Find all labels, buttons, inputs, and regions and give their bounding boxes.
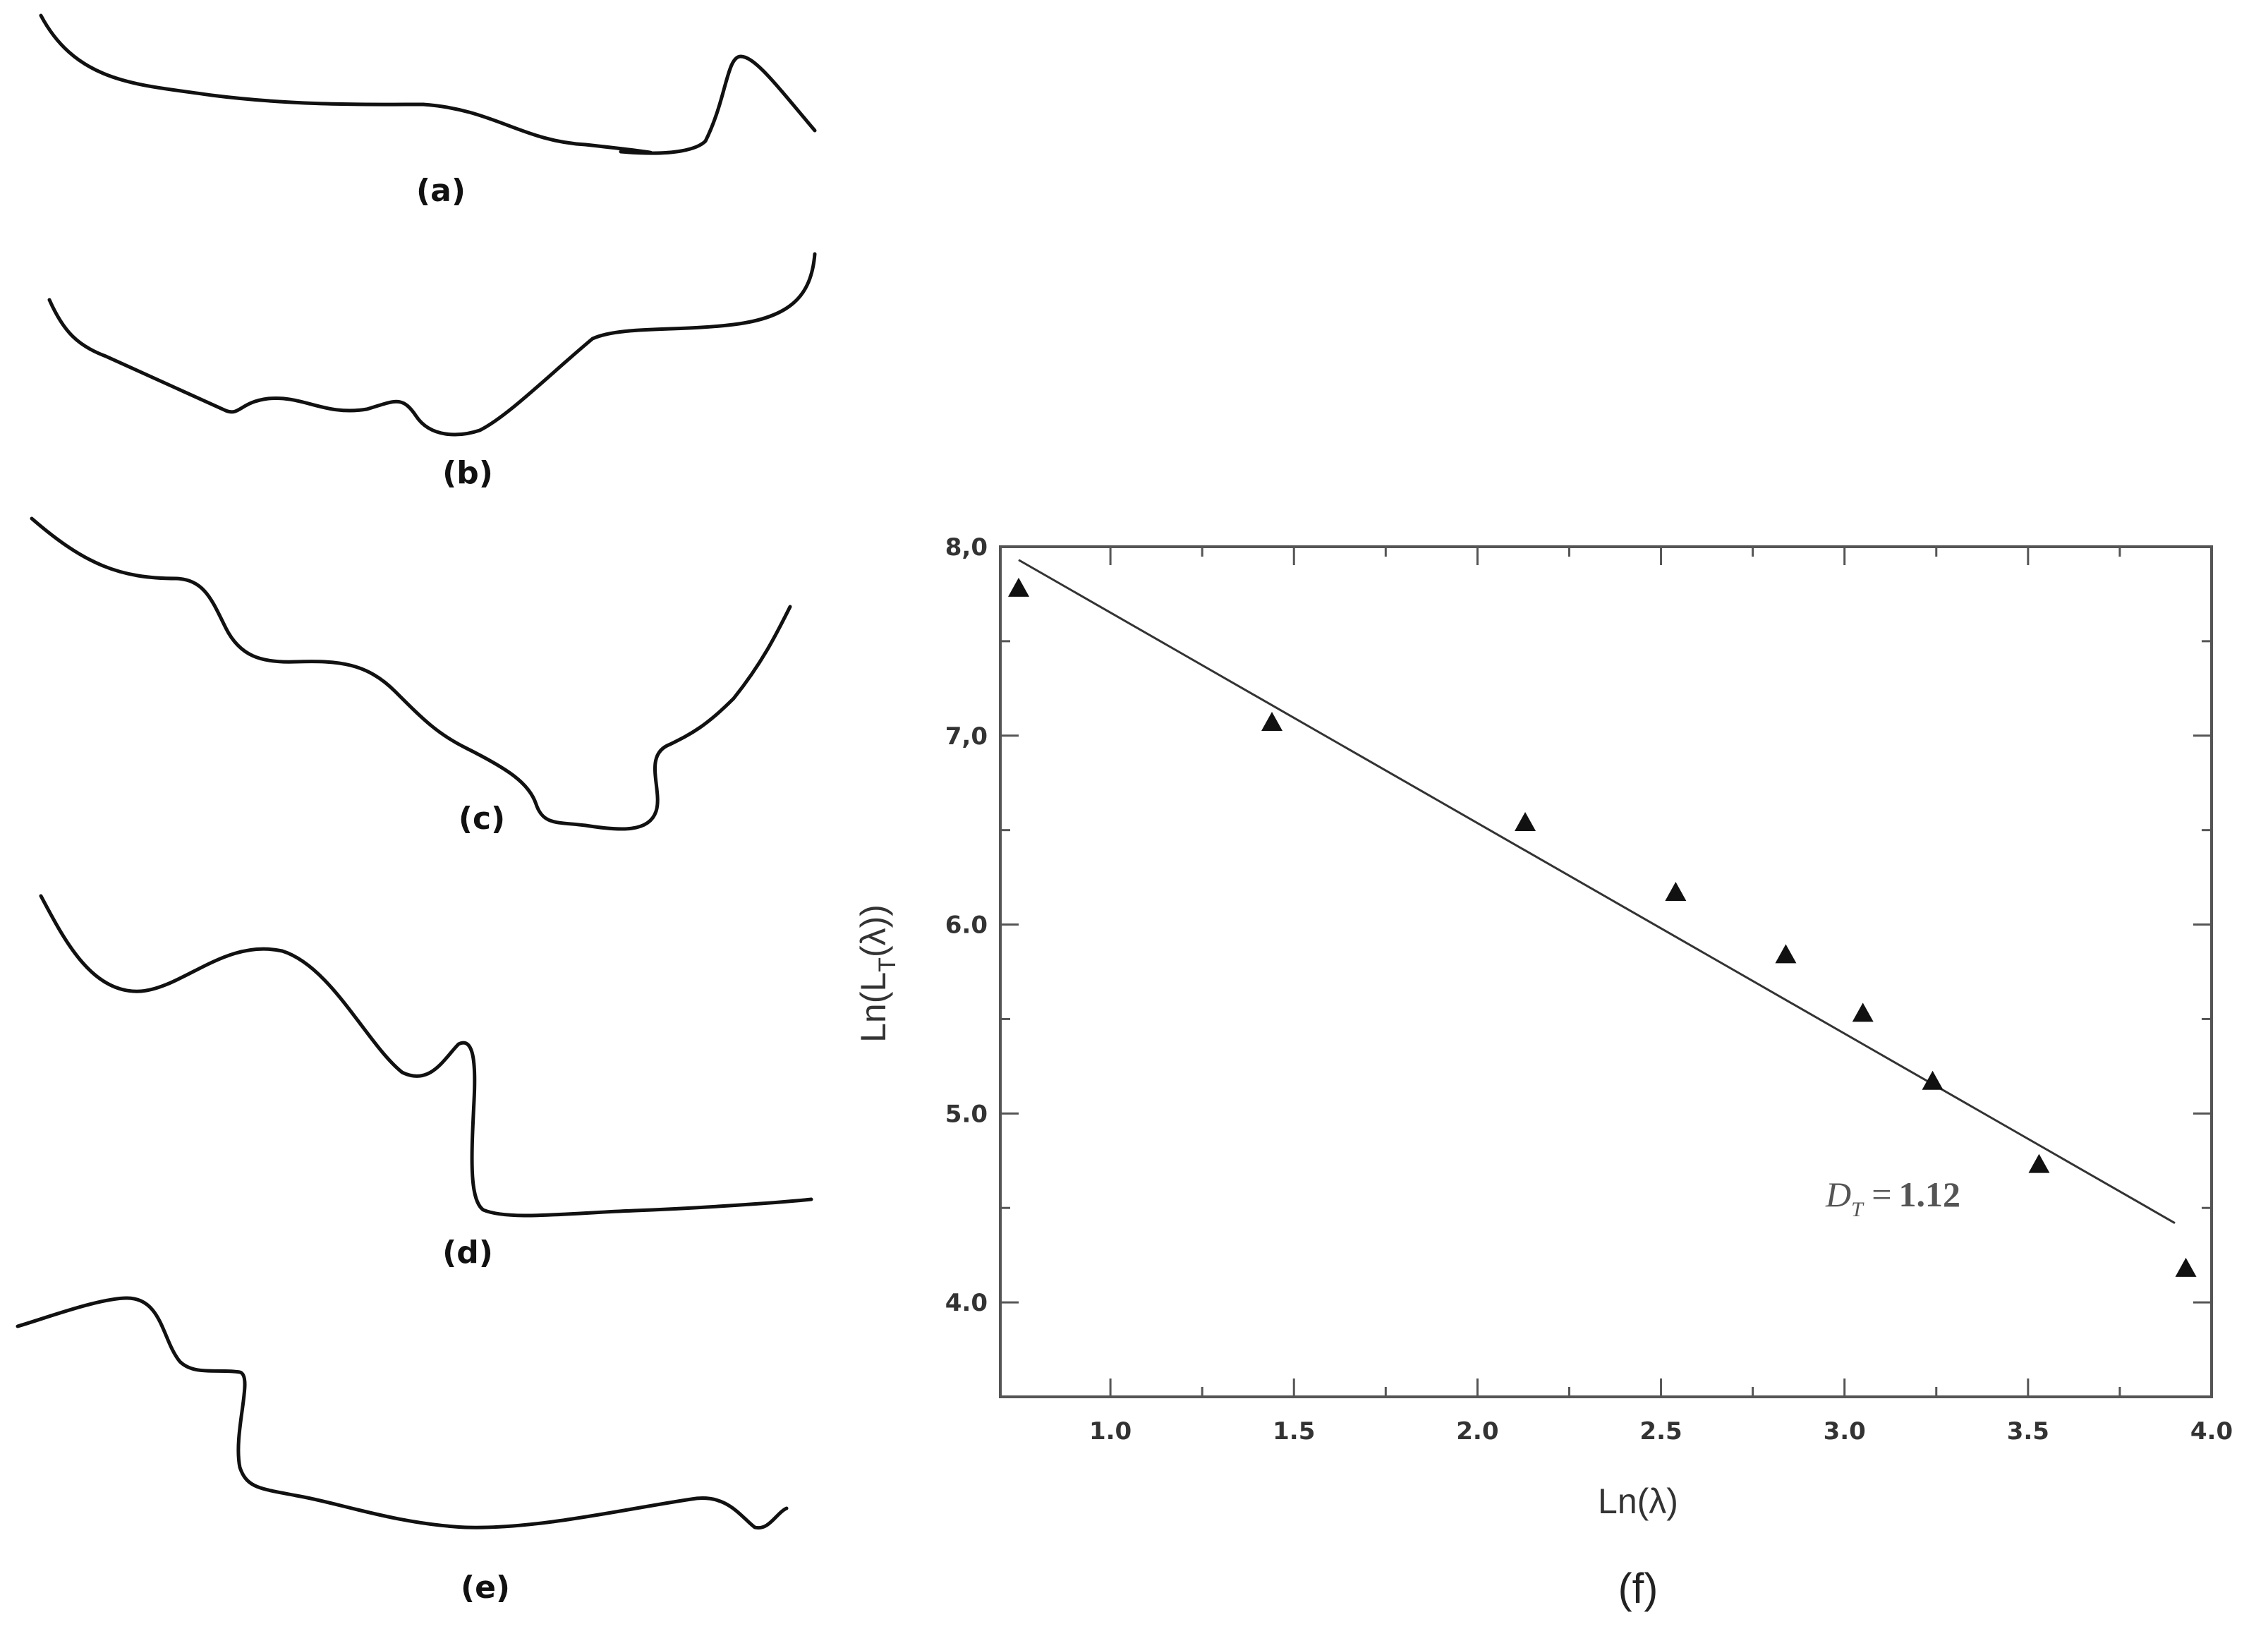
x-tick-label: 3.5 (2007, 1417, 2049, 1446)
x-tick-label: 1.5 (1273, 1417, 1315, 1446)
x-tick-label: 4.0 (2190, 1417, 2233, 1446)
data-point-triangle (1008, 577, 1030, 597)
x-axis-title: Ln(λ) (1598, 1482, 1678, 1521)
data-point-triangle (1922, 1070, 1943, 1090)
fractal-dimension-annotation: DT = 1.12 (1825, 1175, 1960, 1221)
y-axis-title: Ln(LT(λ)) (854, 904, 901, 1043)
profile-label-d: (d) (442, 1235, 493, 1271)
data-point-triangle (1261, 712, 1283, 732)
fit-line (1018, 559, 2176, 1224)
profile-label-b: (b) (442, 455, 493, 491)
x-tick-label: 2.5 (1639, 1417, 1682, 1446)
y-tick-label: 4.0 (945, 1289, 988, 1317)
x-tick-label: 3.0 (1824, 1417, 1866, 1446)
data-point-triangle (1665, 882, 1687, 902)
scatter-chart: 1.0 1.5 2.0 2.5 3.0 3.5 4.0 4.0 5.0 6.0 7,0 8,0 Ln… (854, 533, 2233, 1612)
data-point-triangle (2028, 1153, 2050, 1173)
data-point-triangle (1852, 1002, 1874, 1022)
profile-curve-b (47, 252, 817, 437)
profile-curve-a (39, 13, 817, 155)
y-tick-label: 7,0 (945, 722, 988, 751)
profile-label-e: (e) (461, 1570, 510, 1606)
profile-label-c: (c) (459, 801, 505, 837)
data-point-triangle (1515, 811, 1536, 831)
profile-label-a: (a) (416, 173, 466, 209)
data-point-triangle (1775, 944, 1797, 964)
profile-curve-e (16, 1296, 789, 1530)
data-point-triangle (2175, 1257, 2197, 1277)
chart-panel-label: (f) (1618, 1565, 1658, 1612)
y-tick-label: 8,0 (945, 533, 988, 562)
profile-curve-c (30, 516, 792, 831)
x-tick-label: 1.0 (1089, 1417, 1132, 1446)
y-tick-label: 5.0 (945, 1100, 988, 1128)
profile-curve-d (39, 894, 813, 1218)
x-tick-label: 2.0 (1456, 1417, 1498, 1446)
plot-frame (999, 545, 2213, 1398)
y-tick-label: 6.0 (945, 911, 988, 940)
